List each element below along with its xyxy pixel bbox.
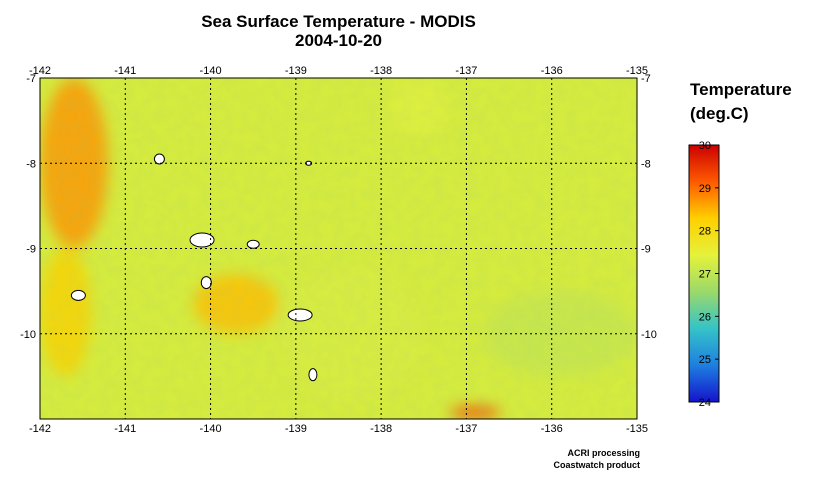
y-tick-label-right-1: -8	[641, 158, 651, 170]
x-tick-label-top-5: -137	[455, 65, 477, 77]
x-tick-label-bottom-4: -138	[370, 423, 392, 435]
colorbar-tick-label-4: 26	[699, 311, 711, 323]
y-tick-label-right-3: -10	[641, 329, 657, 341]
y-tick-label-left-1: -8	[26, 158, 36, 170]
x-tick-label-bottom-1: -141	[114, 423, 136, 435]
x-tick-label-bottom-2: -140	[200, 423, 222, 435]
y-tick-label-left-3: -10	[20, 329, 36, 341]
x-tick-label-bottom-5: -137	[455, 423, 477, 435]
y-tick-label-left-2: -9	[26, 244, 36, 256]
colorbar-ticks: 30 29 28 27 26 25 24	[699, 140, 719, 409]
x-tick-label-bottom-0: -142	[29, 423, 51, 435]
x-tick-label-bottom-7: -135	[626, 423, 648, 435]
legend-title-line2: (deg.C)	[690, 104, 749, 123]
x-tick-label-top-3: -139	[285, 65, 307, 77]
x-tick-label-top-1: -141	[114, 65, 136, 77]
colorbar-tick-label-0: 30	[699, 140, 711, 152]
map-frame	[39, 77, 638, 420]
y-tick-label-right-2: -9	[641, 244, 651, 256]
island-7	[70, 289, 86, 301]
island-4	[200, 276, 212, 290]
x-tick-label-top-4: -138	[370, 65, 392, 77]
y-tick-label-right-0: -7	[641, 73, 651, 85]
x-tick-label-bottom-3: -139	[285, 423, 307, 435]
colorbar-tick-label-2: 28	[699, 226, 711, 238]
sst-texture	[40, 78, 637, 419]
colorbar-tick-label-1: 29	[699, 183, 711, 195]
legend-title-line1: Temperature	[690, 80, 792, 99]
island-5	[287, 308, 313, 322]
colorbar-tick-label-5: 25	[699, 354, 711, 366]
credit-processing: ACRI processing	[567, 448, 640, 458]
island-0	[189, 232, 215, 248]
chart-title: Sea Surface Temperature - MODIS	[201, 12, 476, 31]
chart-subtitle: 2004-10-20	[295, 31, 382, 50]
island-6	[308, 368, 318, 382]
x-tick-label-bottom-6: -136	[541, 423, 563, 435]
x-tick-label-top-0: -142	[29, 65, 51, 77]
x-tick-label-top-2: -140	[200, 65, 222, 77]
legend-title: Temperature (deg.C)	[690, 78, 792, 126]
axis-ticks: -142 -142 -141 -141 -140 -140 -139 -139 -138 -138…	[20, 65, 657, 435]
colorbar	[688, 144, 720, 403]
island-2	[153, 153, 165, 165]
x-tick-label-top-7: -135	[626, 65, 648, 77]
colorbar-tick-label-3: 27	[699, 269, 711, 281]
islands	[70, 153, 318, 382]
graticule	[40, 78, 637, 419]
colorbar-tick-label-6: 24	[699, 397, 711, 409]
island-1	[246, 239, 260, 249]
credit-product: Coastwatch product	[553, 460, 640, 470]
x-tick-label-top-6: -136	[541, 65, 563, 77]
y-tick-label-left-0: -7	[26, 73, 36, 85]
